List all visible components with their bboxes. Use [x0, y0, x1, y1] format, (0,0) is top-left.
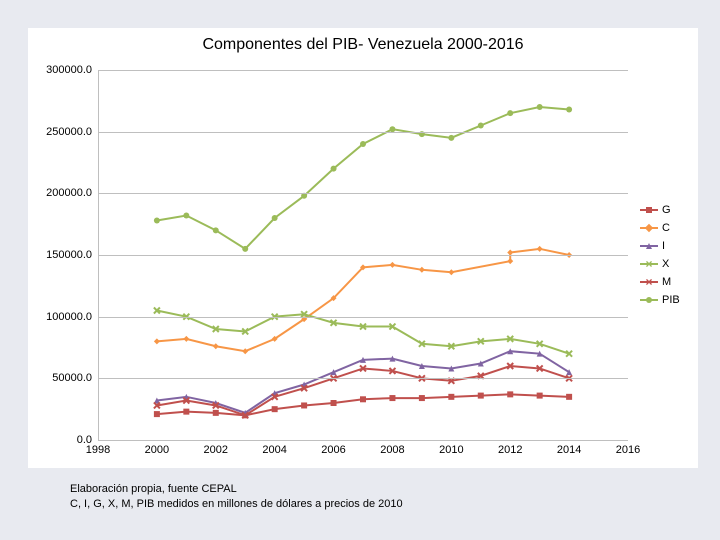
series-marker-G	[301, 402, 307, 408]
series-line-PIB	[157, 107, 569, 249]
legend-label: I	[662, 240, 665, 252]
y-tick-label: 50000.0	[52, 372, 92, 384]
legend-label: C	[662, 222, 670, 234]
series-marker-PIB	[154, 217, 160, 223]
legend-swatch	[640, 245, 658, 247]
series-marker-C	[154, 338, 160, 344]
y-tick-label: 150000.0	[46, 249, 92, 261]
x-tick-label: 2006	[321, 444, 345, 456]
legend-swatch: ×	[640, 263, 658, 265]
series-marker-G	[360, 396, 366, 402]
grid-line	[98, 255, 628, 256]
grid-line	[98, 317, 628, 318]
series-marker-C	[242, 348, 248, 354]
legend-item-X[interactable]: ×X	[640, 258, 680, 270]
legend-label: X	[662, 258, 669, 270]
chart-panel: Componentes del PIB- Venezuela 2000-2016…	[28, 28, 698, 468]
x-tick-label: 2014	[557, 444, 581, 456]
plot-area: 0.050000.0100000.0150000.0200000.0250000…	[98, 70, 628, 440]
x-tick-label: 2016	[616, 444, 640, 456]
legend-item-M[interactable]: ×M	[640, 276, 680, 288]
series-marker-C	[507, 258, 513, 264]
series-marker-C	[537, 246, 543, 252]
series-marker-G	[183, 409, 189, 415]
x-tick-label: 2012	[498, 444, 522, 456]
series-marker-G	[272, 406, 278, 412]
footnote: Elaboración propia, fuente CEPAL C, I, G…	[70, 482, 403, 512]
series-marker-PIB	[331, 166, 337, 172]
grid-line	[98, 193, 628, 194]
legend-swatch	[640, 209, 658, 211]
series-marker-PIB	[272, 215, 278, 221]
x-tick-label: 1998	[86, 444, 110, 456]
grid-line	[98, 70, 628, 71]
legend-item-C[interactable]: C	[640, 222, 680, 234]
grid-line	[98, 440, 628, 441]
legend-label: M	[662, 276, 671, 288]
legend-label: G	[662, 204, 671, 216]
legend: GCI×X×MPIB	[640, 204, 680, 312]
series-marker-G	[331, 400, 337, 406]
legend-label: PIB	[662, 294, 680, 306]
chart-title: Componentes del PIB- Venezuela 2000-2016	[28, 28, 698, 54]
legend-item-PIB[interactable]: PIB	[640, 294, 680, 306]
x-tick-label: 2010	[439, 444, 463, 456]
series-marker-PIB	[448, 135, 454, 141]
series-marker-G	[213, 410, 219, 416]
series-marker-C	[448, 269, 454, 275]
series-marker-G	[566, 394, 572, 400]
series-marker-PIB	[242, 246, 248, 252]
series-marker-PIB	[183, 213, 189, 219]
footnote-line2: C, I, G, X, M, PIB medidos en millones d…	[70, 497, 403, 512]
series-marker-PIB	[478, 123, 484, 129]
x-tick-label: 2000	[145, 444, 169, 456]
series-marker-PIB	[360, 141, 366, 147]
y-tick-label: 100000.0	[46, 311, 92, 323]
y-axis-line	[98, 70, 99, 440]
series-marker-C	[389, 262, 395, 268]
series-marker-G	[507, 391, 513, 397]
y-tick-label: 300000.0	[46, 64, 92, 76]
series-marker-PIB	[507, 110, 513, 116]
series-marker-G	[154, 411, 160, 417]
legend-item-G[interactable]: G	[640, 204, 680, 216]
legend-item-I[interactable]: I	[640, 240, 680, 252]
legend-swatch	[640, 227, 658, 229]
series-marker-G	[419, 395, 425, 401]
series-marker-PIB	[537, 104, 543, 110]
grid-line	[98, 378, 628, 379]
series-marker-PIB	[213, 227, 219, 233]
y-tick-label: 250000.0	[46, 126, 92, 138]
series-marker-G	[537, 393, 543, 399]
series-marker-G	[448, 394, 454, 400]
series-marker-C	[213, 343, 219, 349]
series-marker-C	[183, 336, 189, 342]
x-tick-label: 2002	[204, 444, 228, 456]
series-marker-G	[389, 395, 395, 401]
y-tick-label: 200000.0	[46, 187, 92, 199]
x-tick-label: 2008	[380, 444, 404, 456]
series-marker-G	[478, 393, 484, 399]
footnote-line1: Elaboración propia, fuente CEPAL	[70, 482, 403, 497]
x-tick-label: 2004	[262, 444, 286, 456]
series-marker-PIB	[566, 106, 572, 112]
legend-swatch	[640, 299, 658, 301]
grid-line	[98, 132, 628, 133]
legend-swatch: ×	[640, 281, 658, 283]
series-marker-C	[419, 267, 425, 273]
